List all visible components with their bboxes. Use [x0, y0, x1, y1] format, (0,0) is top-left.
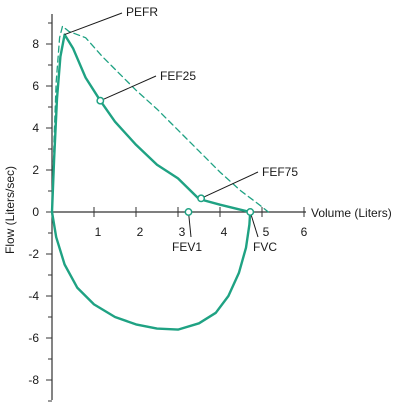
fef25-marker	[96, 96, 105, 105]
y-tick-label: 8	[32, 37, 39, 51]
y-tick-label: -2	[28, 247, 39, 261]
fef25-leader-line	[100, 75, 157, 102]
y-tick-label: -6	[28, 331, 39, 345]
fvc-marker	[246, 208, 255, 216]
fef75-label: FEF75	[262, 165, 298, 179]
series-line-1	[50, 33, 252, 214]
series-line-3	[51, 25, 269, 213]
y-tick-label: 6	[32, 79, 39, 93]
y-tick-label: 0	[32, 205, 39, 219]
x-tick-label: 1	[95, 225, 102, 239]
y-tick-label: 4	[32, 121, 39, 135]
pefr-leader-line	[64, 12, 123, 36]
x-tick-label: 3	[179, 225, 186, 239]
y-tick-label: 2	[32, 163, 39, 177]
series-group	[50, 25, 269, 331]
fev1-label: FEV1	[172, 240, 202, 254]
x-tick-label: 5	[263, 225, 270, 239]
y-axis-title: Flow (Liters/sec)	[3, 166, 17, 254]
x-tick-label: 2	[137, 225, 144, 239]
x-axis-title: Volume (Liters)	[311, 206, 392, 220]
fvc-leader-line	[249, 211, 259, 238]
fev1-marker	[184, 208, 193, 216]
fev1-leader-line	[188, 211, 192, 238]
annotations: PEFR FEF25 FEF75 FEV1 FVC	[64, 5, 298, 254]
y-tick-label: -8	[28, 373, 39, 387]
fvc-label: FVC	[253, 240, 277, 254]
y-tick-label: -4	[28, 289, 39, 303]
x-tick-label: 4	[221, 225, 228, 239]
x-tick-label: 6	[301, 225, 308, 239]
fef75-leader-line	[200, 171, 259, 199]
fef25-label: FEF25	[160, 69, 196, 83]
fef75-marker	[197, 194, 206, 203]
pefr-label: PEFR	[126, 5, 158, 19]
series-line-2	[50, 210, 252, 331]
axes: 1 2 3 4 5 6 8 6 4 2 0 -2 -4 -6 -8	[28, 14, 308, 402]
